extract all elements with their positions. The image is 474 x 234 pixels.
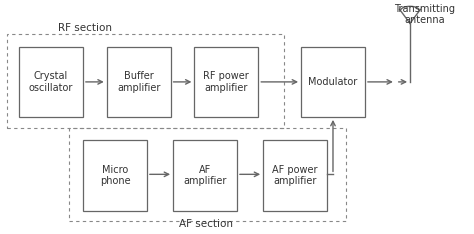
Bar (107, 47, 171, 117)
Text: RF section: RF section (58, 23, 112, 33)
Text: Modulator: Modulator (309, 77, 357, 87)
Text: AF power
amplifier: AF power amplifier (273, 165, 318, 186)
Bar (69, 128, 346, 221)
Bar (173, 140, 237, 211)
Bar (194, 47, 258, 117)
Text: Transmitting
antenna: Transmitting antenna (394, 4, 455, 25)
Text: Micro
phone: Micro phone (100, 165, 130, 186)
Bar (83, 140, 147, 211)
Bar (7, 34, 284, 128)
Text: Buffer
amplifier: Buffer amplifier (117, 71, 160, 93)
Text: AF section: AF section (179, 219, 233, 229)
Bar (19, 47, 83, 117)
Bar (301, 47, 365, 117)
Text: Crystal
oscillator: Crystal oscillator (29, 71, 73, 93)
Text: RF power
amplifier: RF power amplifier (203, 71, 249, 93)
Text: AF
amplifier: AF amplifier (183, 165, 227, 186)
Bar (263, 140, 327, 211)
